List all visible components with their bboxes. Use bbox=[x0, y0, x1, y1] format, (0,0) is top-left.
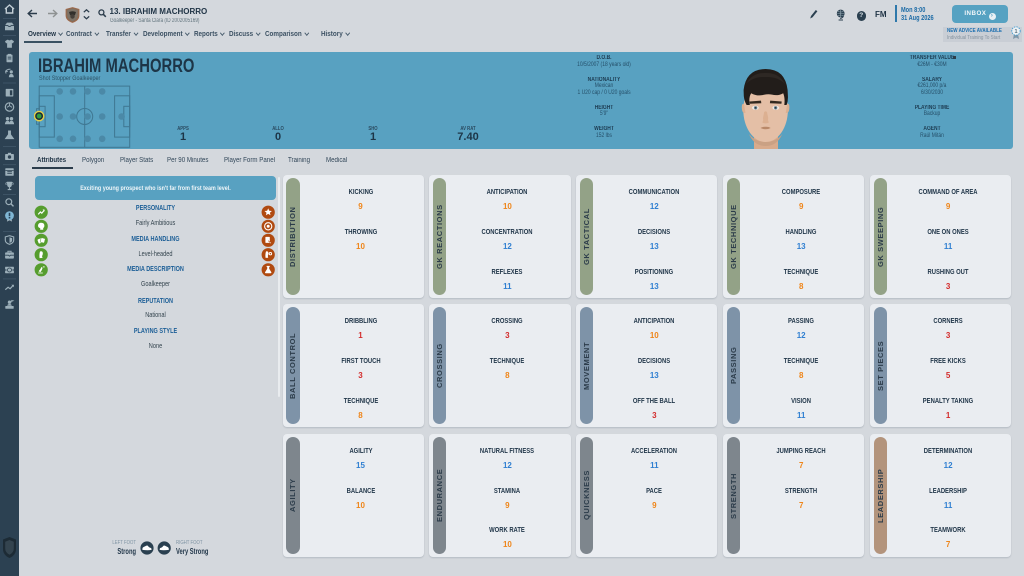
svg-text:1: 1 bbox=[1014, 29, 1017, 35]
